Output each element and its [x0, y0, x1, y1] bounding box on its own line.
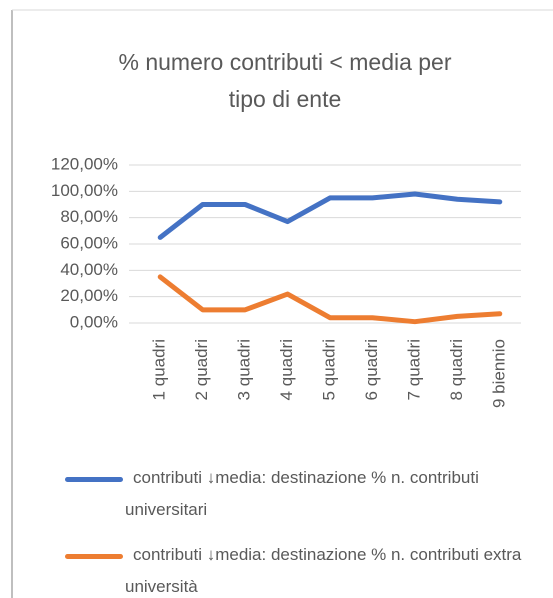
y-tick-label: 60,00% — [60, 233, 118, 252]
y-tick-label: 20,00% — [60, 286, 118, 305]
x-tick-label: 7 quadri — [404, 339, 423, 400]
y-tick-label: 120,00% — [51, 154, 118, 173]
y-tick-label: 40,00% — [60, 260, 118, 279]
series-line — [157, 274, 503, 325]
chart-title: % numero contributi < media per tipo di e… — [118, 49, 451, 112]
y-tick-label: 80,00% — [60, 207, 118, 226]
x-tick-label: 4 quadri — [277, 339, 296, 400]
x-tick-label: 6 quadri — [362, 339, 381, 400]
legend-entry: contributi ↓media: destinazione % n. con… — [65, 539, 525, 598]
x-tick-label: 9 biennio — [489, 339, 508, 408]
legend-entry: contributi ↓media: destinazione % n. con… — [65, 462, 525, 526]
x-tick-label: 3 quadri — [235, 339, 254, 400]
legend-label: contributi ↓media: destinazione % n. con… — [125, 545, 522, 596]
x-tick-label: 2 quadri — [192, 339, 211, 400]
y-tick-label: 100,00% — [51, 181, 118, 200]
legend-swatch — [65, 477, 123, 482]
x-tick-label: 8 quadri — [447, 339, 466, 400]
legend-label: contributi ↓media: destinazione % n. con… — [125, 468, 479, 519]
series-line — [157, 191, 503, 240]
x-tick-label: 1 quadri — [150, 339, 169, 400]
y-tick-label: 0,00% — [70, 312, 118, 331]
x-tick-label: 5 quadri — [319, 339, 338, 400]
legend-swatch — [65, 554, 123, 559]
